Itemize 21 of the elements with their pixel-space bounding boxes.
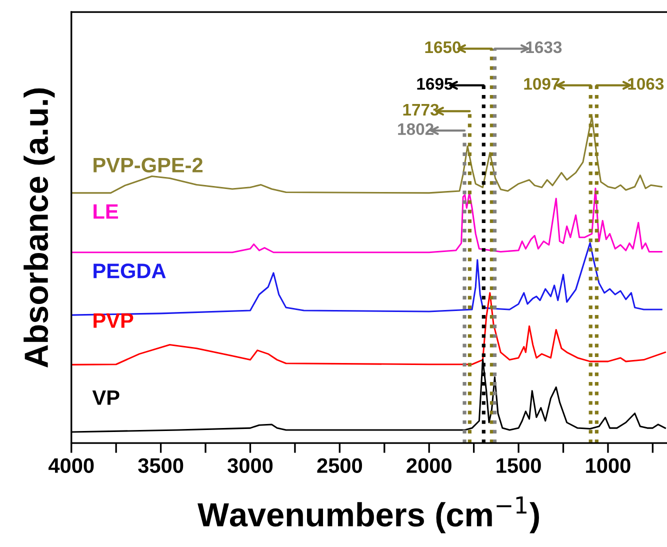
ref-line-label: 1097 bbox=[524, 78, 560, 90]
x-tick-label: 2000 bbox=[406, 458, 452, 473]
series-label: VP bbox=[92, 390, 120, 405]
series-label: PVP-GPE-2 bbox=[94, 158, 203, 172]
x-tick-label: 3500 bbox=[138, 458, 184, 473]
ref-line-label: 1063 bbox=[628, 78, 664, 90]
ref-line-label: 1773 bbox=[403, 104, 439, 116]
series-label: LE bbox=[94, 204, 118, 219]
y-axis-title: Absorbance (a.u.) bbox=[24, 88, 55, 368]
series-label: PVP bbox=[94, 313, 134, 328]
ref-line-label: 1633 bbox=[526, 41, 562, 54]
x-tick-label: 3000 bbox=[228, 458, 273, 473]
x-tick-label: 1500 bbox=[496, 458, 541, 473]
ref-line-label: 1650 bbox=[425, 41, 461, 54]
ref-line-label: 1802 bbox=[398, 123, 434, 136]
x-tick-label: 1000 bbox=[586, 458, 630, 473]
x-tick-label: 4000 bbox=[48, 458, 94, 473]
x-axis-title: Wavenumbers (cm$^{−1}$) bbox=[198, 496, 539, 534]
series-label: PEGDA bbox=[94, 264, 166, 278]
x-tick-label: 2500 bbox=[317, 458, 362, 473]
ref-line-label: 1695 bbox=[417, 78, 453, 90]
